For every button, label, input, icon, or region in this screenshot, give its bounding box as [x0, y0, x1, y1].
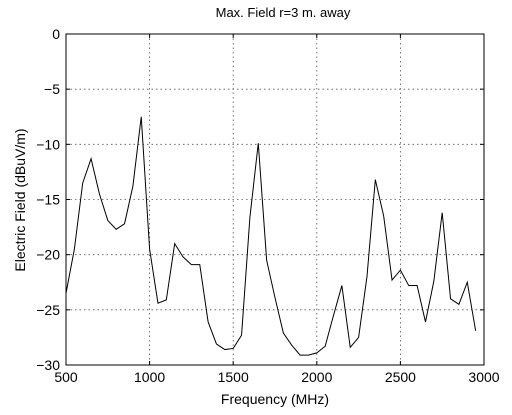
- plot-frame: [65, 33, 485, 366]
- series-layer: [65, 116, 477, 356]
- series-line: [65, 116, 477, 356]
- x-axis-label: Frequency (MHz): [221, 391, 329, 407]
- chart-title: Max. Field r=3 m. away: [216, 5, 351, 20]
- x-tick-label: 2500: [385, 369, 416, 385]
- x-tick-label: 2000: [301, 369, 332, 385]
- grid: [66, 34, 484, 365]
- x-tick-label: 500: [54, 369, 78, 385]
- y-tick-label: −25: [36, 302, 60, 318]
- x-tick-label: 1000: [134, 369, 165, 385]
- y-tick-labels: 0 −5 −10 −15 −20 −25 −30: [36, 26, 60, 373]
- x-tick-label: 1500: [218, 369, 249, 385]
- y-tick-label: 0: [52, 26, 60, 42]
- y-tick-label: −30: [36, 357, 60, 373]
- tick-marks: [65, 33, 485, 366]
- x-tick-label: 3000: [468, 369, 499, 385]
- x-tick-labels: 500 1000 1500 2000 2500 3000: [54, 369, 499, 385]
- y-axis-label: Electric Field (dBuV/m): [12, 128, 28, 271]
- y-tick-label: −15: [36, 192, 60, 208]
- y-tick-label: −10: [36, 136, 60, 152]
- y-tick-label: −20: [36, 247, 60, 263]
- y-tick-label: −5: [44, 81, 60, 97]
